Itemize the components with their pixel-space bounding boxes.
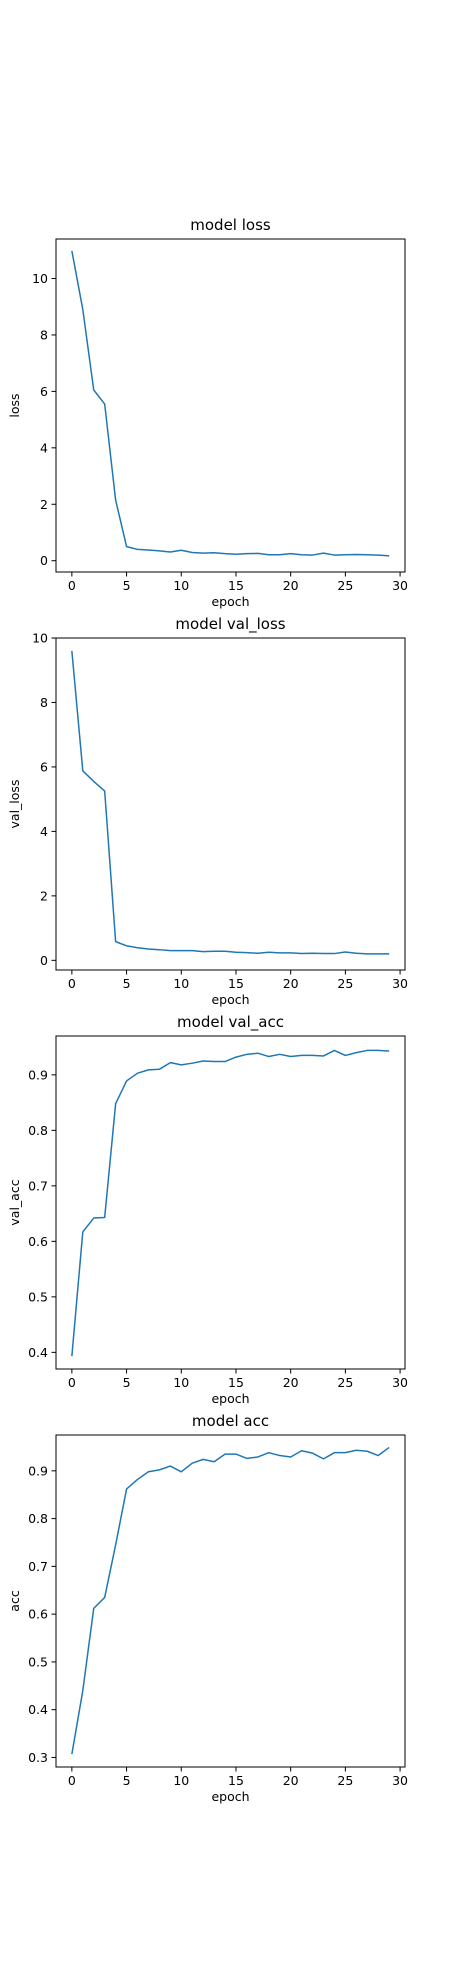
y-tick-label: 2: [40, 888, 48, 903]
plot-frame: [55, 1035, 406, 1370]
y-axis-label: loss: [7, 393, 22, 417]
y-tick-label: 0.4: [28, 1345, 48, 1360]
chart-3: model val_acc 0 5 10 15 20 25 30 0.4 0.5 0.6 0.7 0.8…: [7, 1013, 408, 1406]
y-tick-label: 10: [32, 631, 48, 646]
x-tick-label: 15: [228, 578, 244, 593]
x-tick-label: 10: [173, 1375, 189, 1390]
series-line: [71, 1049, 390, 1357]
y-tick-label: 0.5: [28, 1654, 48, 1669]
x-tick-label: 10: [173, 578, 189, 593]
plot-frame: [55, 1434, 406, 1768]
x-axis-label: epoch: [211, 594, 249, 609]
y-tick-label: 0.9: [28, 1463, 48, 1478]
x-tick-label: 15: [228, 1773, 244, 1788]
y-tick-label: 6: [40, 759, 48, 774]
chart-4: model acc 0 5 10 15 20 25 30 0.3 0.4 0.5 0.6 0.7 0.8 0…: [7, 1412, 408, 1804]
y-tick-label: 0.4: [28, 1702, 48, 1717]
x-axis-label: epoch: [211, 992, 249, 1007]
x-tick-label: 25: [337, 578, 353, 593]
x-tick-label: 0: [68, 1773, 76, 1788]
x-tick-label: 20: [283, 1773, 299, 1788]
x-tick-label: 10: [173, 976, 189, 991]
y-tick-label: 0.5: [28, 1289, 48, 1304]
x-tick-label: 0: [68, 976, 76, 991]
y-tick-label: 8: [40, 327, 48, 342]
y-tick-label: 0.8: [28, 1511, 48, 1526]
series-line: [71, 650, 390, 955]
x-tick-label: 20: [283, 1375, 299, 1390]
y-tick-label: 2: [40, 497, 48, 512]
chart-title: model val_loss: [175, 615, 285, 634]
x-tick-label: 5: [123, 578, 131, 593]
y-tick-label: 0: [40, 953, 48, 968]
x-tick-label: 30: [392, 1773, 408, 1788]
x-tick-label: 30: [392, 976, 408, 991]
chart-title: model loss: [190, 216, 271, 234]
x-axis-label: epoch: [211, 1789, 249, 1804]
x-tick-label: 20: [283, 578, 299, 593]
plot-frame: [55, 238, 406, 573]
series-line: [71, 1446, 390, 1755]
x-tick-label: 15: [228, 1375, 244, 1390]
y-tick-label: 6: [40, 384, 48, 399]
x-tick-label: 30: [392, 578, 408, 593]
y-tick-label: 0.8: [28, 1123, 48, 1138]
series-line: [71, 250, 390, 557]
chart-2: model val_loss 0 5 10 15 20 25 30 0 2 4 6 8 10 epoch va…: [7, 615, 408, 1007]
x-tick-label: 5: [123, 1773, 131, 1788]
x-tick-label: 30: [392, 1375, 408, 1390]
y-tick-label: 4: [40, 440, 48, 455]
y-tick-label: 8: [40, 695, 48, 710]
y-axis-label: val_acc: [7, 1179, 22, 1225]
y-tick-label: 0: [40, 553, 48, 568]
x-tick-label: 5: [123, 1375, 131, 1390]
y-axis-label: val_loss: [7, 780, 22, 829]
x-axis-label: epoch: [211, 1391, 249, 1406]
x-tick-label: 25: [337, 976, 353, 991]
y-tick-label: 0.9: [28, 1067, 48, 1082]
x-tick-label: 15: [228, 976, 244, 991]
chart-1: model loss 0 5 10 15 20 25 30 0 2 4 6 8 10 epoch loss: [7, 216, 408, 609]
x-tick-label: 10: [173, 1773, 189, 1788]
x-tick-label: 5: [123, 976, 131, 991]
y-tick-label: 0.7: [28, 1559, 48, 1574]
chart-title: model val_acc: [177, 1013, 284, 1032]
y-tick-label: 10: [32, 271, 48, 286]
x-tick-label: 0: [68, 1375, 76, 1390]
y-tick-label: 0.3: [28, 1750, 48, 1765]
x-tick-label: 0: [68, 578, 76, 593]
chart-title: model acc: [192, 1412, 269, 1430]
x-tick-label: 20: [283, 976, 299, 991]
y-tick-label: 0.6: [28, 1234, 48, 1249]
plot-frame: [55, 637, 406, 971]
y-tick-label: 0.7: [28, 1178, 48, 1193]
y-axis-label: acc: [7, 1590, 22, 1612]
y-tick-label: 0.6: [28, 1607, 48, 1622]
x-tick-label: 25: [337, 1773, 353, 1788]
y-tick-label: 4: [40, 824, 48, 839]
x-tick-label: 25: [337, 1375, 353, 1390]
